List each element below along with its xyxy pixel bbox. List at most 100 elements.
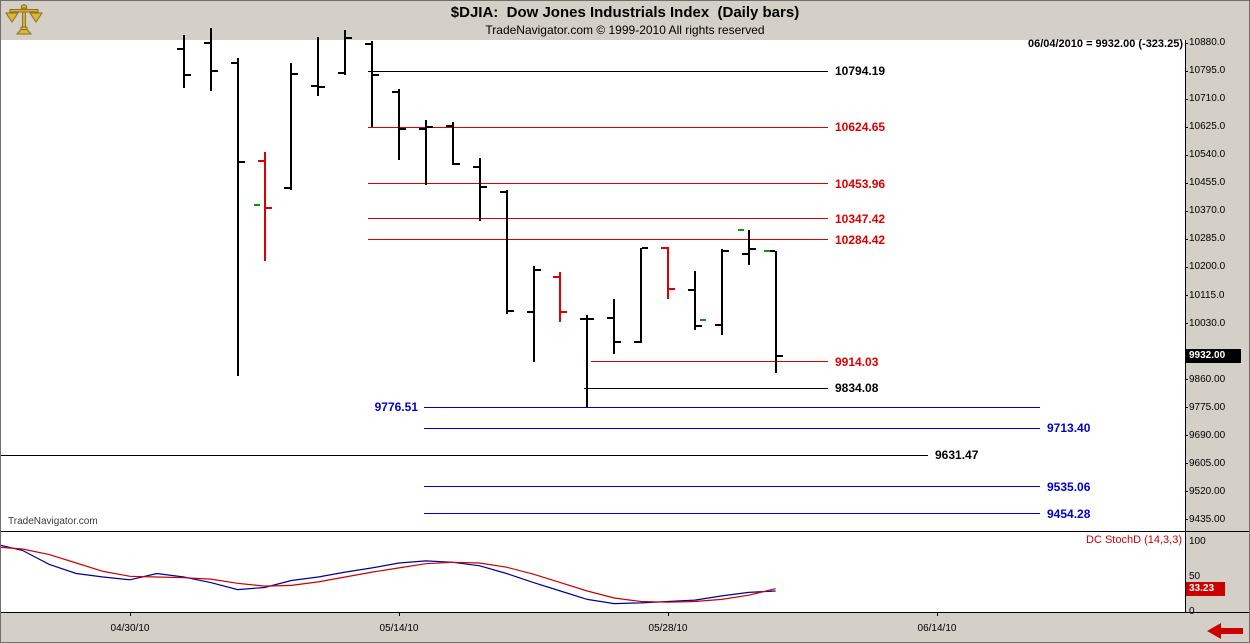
close-tick bbox=[561, 310, 568, 313]
open-tick bbox=[203, 42, 210, 44]
close-tick bbox=[588, 318, 595, 321]
date-axis-tick bbox=[668, 612, 669, 616]
ohlc-bar bbox=[640, 247, 643, 343]
close-tick bbox=[480, 185, 487, 188]
watermark-text: TradeNavigator.com bbox=[8, 516, 98, 527]
open-tick bbox=[526, 311, 533, 314]
price-axis-tick bbox=[1185, 463, 1188, 465]
date-axis-tick bbox=[937, 612, 938, 616]
open-tick bbox=[230, 61, 237, 64]
ohlc-bar bbox=[478, 157, 481, 222]
close-tick bbox=[211, 70, 218, 73]
close-tick bbox=[319, 85, 326, 88]
price-level-label: 10453.96 bbox=[835, 176, 886, 191]
date-axis-label: 06/14/10 bbox=[917, 623, 957, 634]
close-tick bbox=[695, 324, 702, 327]
price-axis-label: 9435.00 bbox=[1189, 513, 1226, 525]
ohlc-bar bbox=[371, 41, 374, 128]
chart-title: $DJIA: Dow Jones Industrials Index (Dail… bbox=[450, 4, 800, 21]
open-tick bbox=[768, 250, 775, 253]
price-axis-label: 10625.0 bbox=[1189, 121, 1226, 133]
close-tick bbox=[776, 354, 783, 357]
ohlc-bar bbox=[720, 249, 723, 336]
price-level-label: 10624.65 bbox=[835, 120, 886, 135]
scroll-left-arrow-icon[interactable] bbox=[1205, 622, 1245, 640]
open-tick bbox=[311, 84, 318, 87]
date-axis-tick bbox=[130, 612, 131, 616]
price-axis-tick bbox=[1185, 491, 1188, 493]
stoch-d-line bbox=[0, 546, 776, 603]
price-axis-label: 9520.00 bbox=[1189, 485, 1226, 497]
date-axis-label: 04/30/10 bbox=[110, 623, 150, 634]
price-level-label: 10347.42 bbox=[835, 211, 886, 226]
green-signal-mark bbox=[253, 203, 260, 206]
price-level-line bbox=[368, 183, 828, 185]
price-level-label: 10794.19 bbox=[835, 64, 886, 79]
open-tick bbox=[284, 187, 291, 190]
price-axis-label: 9605.00 bbox=[1189, 457, 1226, 469]
open-tick bbox=[176, 47, 183, 50]
close-tick bbox=[400, 127, 406, 130]
ohlc-bar bbox=[424, 119, 427, 185]
price-axis-label: 10115.0 bbox=[1189, 289, 1225, 301]
close-tick bbox=[453, 163, 460, 166]
green-signal-mark bbox=[763, 249, 770, 252]
date-axis-tick bbox=[399, 612, 400, 616]
time-axis-border bbox=[0, 612, 1250, 613]
open-tick bbox=[580, 317, 587, 320]
price-axis-tick bbox=[1185, 182, 1188, 184]
ohlc-bar bbox=[693, 271, 696, 330]
close-tick bbox=[373, 74, 380, 77]
close-tick bbox=[184, 74, 191, 77]
price-level-label: 9834.08 bbox=[835, 381, 879, 396]
price-level-line bbox=[424, 486, 1040, 488]
close-tick bbox=[238, 160, 245, 163]
ohlc-bar bbox=[236, 57, 239, 377]
price-axis-label: 10285.0 bbox=[1189, 233, 1226, 245]
ohlc-bar bbox=[559, 272, 562, 322]
price-axis-label: 10880.0 bbox=[1189, 37, 1226, 48]
price-level-label: 10284.42 bbox=[835, 232, 886, 247]
open-tick bbox=[445, 124, 452, 127]
price-axis-label: 9775.00 bbox=[1189, 401, 1226, 413]
ohlc-bar bbox=[747, 230, 750, 266]
price-axis-label: 10370.0 bbox=[1189, 205, 1226, 217]
open-tick bbox=[418, 127, 425, 130]
close-tick bbox=[426, 125, 433, 128]
open-tick bbox=[257, 160, 264, 163]
price-axis-tick bbox=[1185, 379, 1188, 381]
close-tick bbox=[669, 287, 675, 290]
date-axis-label: 05/14/10 bbox=[379, 623, 419, 634]
close-tick bbox=[722, 249, 729, 252]
price-level-label: 9776.51 bbox=[374, 400, 418, 415]
close-tick bbox=[749, 248, 756, 251]
chart-canvas[interactable] bbox=[0, 40, 1186, 612]
price-axis-tick bbox=[1185, 295, 1188, 297]
price-axis-tick bbox=[1185, 266, 1188, 268]
price-axis-tick bbox=[1185, 126, 1188, 128]
last-quote-annotation: 06/04/2010 = 9932.00 (-323.25) bbox=[1027, 38, 1183, 50]
close-tick bbox=[346, 36, 353, 39]
close-tick bbox=[642, 247, 649, 250]
green-signal-mark bbox=[699, 319, 706, 322]
price-axis-label: 9860.00 bbox=[1189, 373, 1226, 385]
green-signal-mark bbox=[737, 229, 744, 232]
open-tick bbox=[499, 190, 506, 193]
price-level-label: 9914.03 bbox=[835, 354, 879, 369]
open-tick bbox=[634, 340, 641, 343]
ohlc-bar bbox=[451, 121, 454, 166]
price-axis-tick bbox=[1185, 154, 1188, 156]
open-tick bbox=[741, 253, 748, 256]
open-tick bbox=[661, 246, 667, 249]
price-level-label: 9454.28 bbox=[1047, 506, 1091, 521]
open-tick bbox=[472, 165, 479, 168]
close-tick bbox=[265, 207, 272, 210]
ohlc-bar bbox=[182, 34, 185, 88]
price-level-line bbox=[584, 387, 828, 389]
price-level-line bbox=[424, 427, 1040, 429]
price-level-label: 9631.47 bbox=[935, 448, 979, 463]
open-tick bbox=[338, 71, 345, 74]
ohlc-bar bbox=[586, 315, 589, 408]
panel-divider bbox=[0, 531, 1250, 532]
